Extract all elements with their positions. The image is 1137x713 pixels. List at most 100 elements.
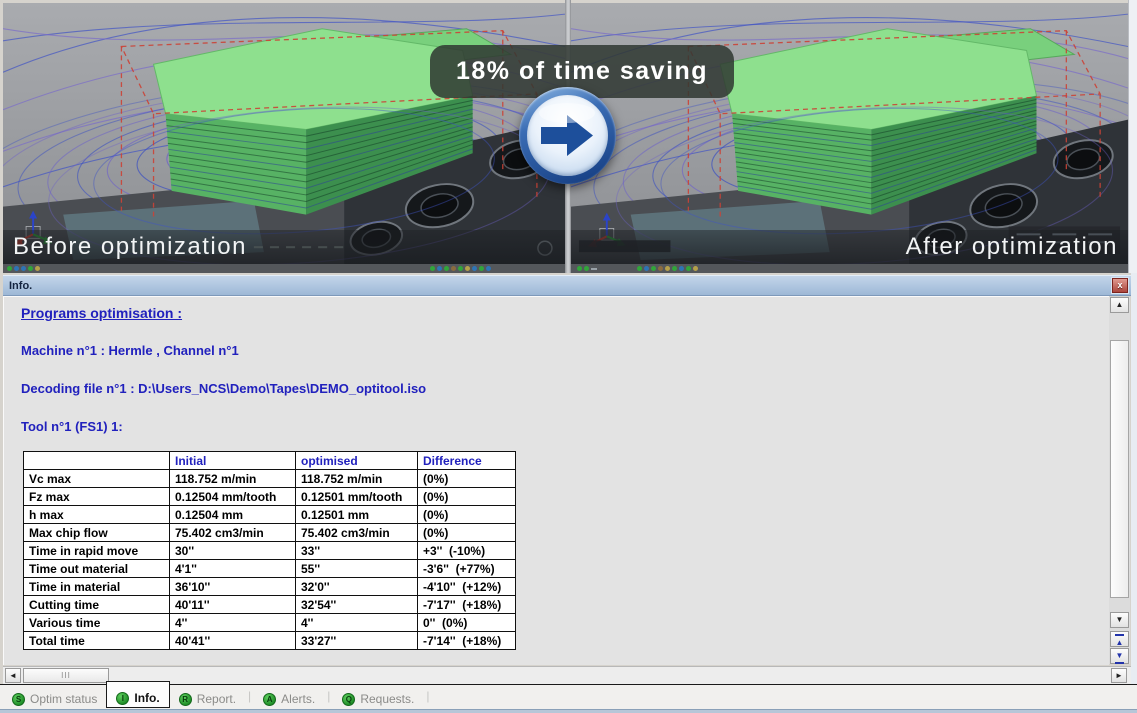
- scroll-right-button[interactable]: ►: [1111, 668, 1127, 683]
- metric-name-cell: Time in material: [23, 577, 170, 596]
- table-row: Fz max 0.12504 mm/tooth 0.12501 mm/tooth (0…: [23, 487, 516, 506]
- right-scroll-arrow-icon: ►: [1115, 671, 1123, 680]
- status-dot: [637, 266, 642, 271]
- window-right-edge: [1128, 0, 1137, 273]
- metric-value-cell: -7'17'' (+18%): [417, 595, 516, 614]
- before-caption: Before optimization: [3, 230, 565, 264]
- metric-value-cell: (0%): [417, 505, 516, 524]
- tab-info[interactable]: I Info.: [106, 681, 170, 708]
- before-view-3d[interactable]: Before optimization: [3, 3, 565, 264]
- status-dot: [686, 266, 691, 271]
- close-icon: x: [1117, 280, 1123, 290]
- metric-name-cell: h max: [23, 505, 170, 524]
- metric-value-cell: 0.12501 mm: [295, 505, 418, 524]
- down-arrow-icon: ▼: [1115, 615, 1124, 624]
- after-caption: After optimization: [571, 230, 1128, 264]
- metric-value-cell: 0.12504 mm: [169, 505, 296, 524]
- metric-value-cell: 75.402 cm3/min: [169, 523, 296, 542]
- close-button[interactable]: x: [1111, 277, 1129, 294]
- vertical-scrollbar[interactable]: ▲ ▼ ▲ ▼: [1109, 297, 1130, 664]
- metric-value-cell: 40'11'': [169, 595, 296, 614]
- table-row: Max chip flow 75.402 cm3/min 75.402 cm3/mi…: [23, 523, 516, 542]
- after-view-3d[interactable]: After optimization: [571, 3, 1128, 264]
- table-row: h max 0.12504 mm 0.12501 mm (0%): [23, 505, 516, 524]
- status-dot: [437, 266, 442, 271]
- status-dot: [458, 266, 463, 271]
- status-dot: [472, 266, 477, 271]
- table-row: Various time 4'' 4'' 0'' (0%): [23, 613, 516, 632]
- vertical-scrollbar-thumb[interactable]: [1110, 340, 1129, 598]
- horizontal-scrollbar-thumb[interactable]: III: [23, 668, 109, 683]
- status-dot: [584, 266, 589, 271]
- scroll-up-button[interactable]: ▲: [1110, 297, 1129, 313]
- status-dot: [465, 266, 470, 271]
- table-header-row: Initial optimised Difference: [23, 451, 516, 470]
- tab-separator: |: [248, 689, 252, 703]
- after-toolpath-render: [571, 3, 1128, 264]
- tab-separator: |: [327, 689, 331, 703]
- tab-alerts[interactable]: A Alerts.: [254, 685, 324, 709]
- metric-value-cell: 0'' (0%): [417, 613, 516, 632]
- window-right-edge-lower: [1131, 273, 1137, 713]
- tool-line: Tool n°1 (FS1) 1:: [21, 419, 123, 434]
- tab-optim-status[interactable]: S Optim status: [3, 685, 106, 709]
- metric-value-cell: (0%): [417, 523, 516, 542]
- optimisation-table: Initial optimised Difference Vc max 118.752…: [23, 451, 516, 650]
- requests-tab-status-icon: Q: [342, 692, 356, 706]
- scroll-down-button[interactable]: ▼: [1110, 612, 1129, 628]
- before-toolpath-render: [3, 3, 565, 264]
- status-dot: [693, 266, 698, 271]
- scroll-left-button[interactable]: ◄: [5, 668, 21, 683]
- info-panel-title: Info.: [9, 279, 33, 292]
- metric-value-cell: 4'': [169, 613, 296, 632]
- metric-name-cell: Vc max: [23, 469, 170, 488]
- metric-value-cell: 32'54'': [295, 595, 418, 614]
- tab-requests[interactable]: Q Requests.: [333, 685, 423, 709]
- after-caption-label: After optimization: [905, 233, 1118, 260]
- metric-name-cell: Time out material: [23, 559, 170, 578]
- next-arrow-button[interactable]: [519, 87, 616, 184]
- metric-name-cell: Total time: [23, 631, 170, 650]
- metric-name-cell: Cutting time: [23, 595, 170, 614]
- status-dot: [672, 266, 677, 271]
- jump-bottom-icon: ▼: [1115, 651, 1124, 660]
- tab-report[interactable]: R Report.: [170, 685, 245, 709]
- metric-value-cell: (0%): [417, 469, 516, 488]
- metric-value-cell: 30'': [169, 541, 296, 560]
- tab-label: Optim status: [30, 692, 98, 706]
- metric-value-cell: 36'10'': [169, 577, 296, 596]
- info-panel-content: Programs optimisation : Machine n°1 : He…: [3, 296, 1109, 665]
- status-dot: [658, 266, 663, 271]
- metric-value-cell: -3'6'' (+77%): [417, 559, 516, 578]
- table-header-cell: [23, 451, 170, 470]
- metric-value-cell: 0.12504 mm/tooth: [169, 487, 296, 506]
- scroll-to-bottom-button[interactable]: ▼: [1110, 648, 1129, 664]
- table-header-cell: Initial: [169, 451, 296, 470]
- horizontal-scrollbar[interactable]: ◄ III ►: [3, 666, 1131, 684]
- metric-value-cell: 118.752 m/min: [169, 469, 296, 488]
- metric-value-cell: 40'41'': [169, 631, 296, 650]
- table-row: Time out material 4'1'' 55'' -3'6'' (+77%): [23, 559, 516, 578]
- table-row: Cutting time 40'11'' 32'54'' -7'17'' (+18%): [23, 595, 516, 614]
- metric-value-cell: 4'': [295, 613, 418, 632]
- tab-label: Requests.: [360, 692, 415, 706]
- scroll-to-top-button[interactable]: ▲: [1110, 631, 1129, 647]
- jump-top-icon: ▲: [1115, 638, 1124, 647]
- after-view-statusbar: [571, 264, 1128, 273]
- metric-value-cell: (0%): [417, 487, 516, 506]
- jump-bottom-bar: [1115, 662, 1124, 664]
- status-dot: [21, 266, 26, 271]
- metric-value-cell: 0.12501 mm/tooth: [295, 487, 418, 506]
- metric-value-cell: 33'': [295, 541, 418, 560]
- metric-name-cell: Fz max: [23, 487, 170, 506]
- thumb-grip-icon: III: [61, 671, 71, 680]
- metric-name-cell: Various time: [23, 613, 170, 632]
- metric-value-cell: 32'0'': [295, 577, 418, 596]
- metric-value-cell: 33'27'': [295, 631, 418, 650]
- window-bottom-edge: [0, 709, 1137, 713]
- info-panel-titlebar[interactable]: Info.: [3, 275, 1131, 296]
- metric-value-cell: 75.402 cm3/min: [295, 523, 418, 542]
- status-dot: [679, 266, 684, 271]
- bottom-tab-bar: S Optim status I Info. R Report. | A Alerts. | Q Re…: [0, 681, 1137, 709]
- right-arrow-icon: [539, 103, 595, 156]
